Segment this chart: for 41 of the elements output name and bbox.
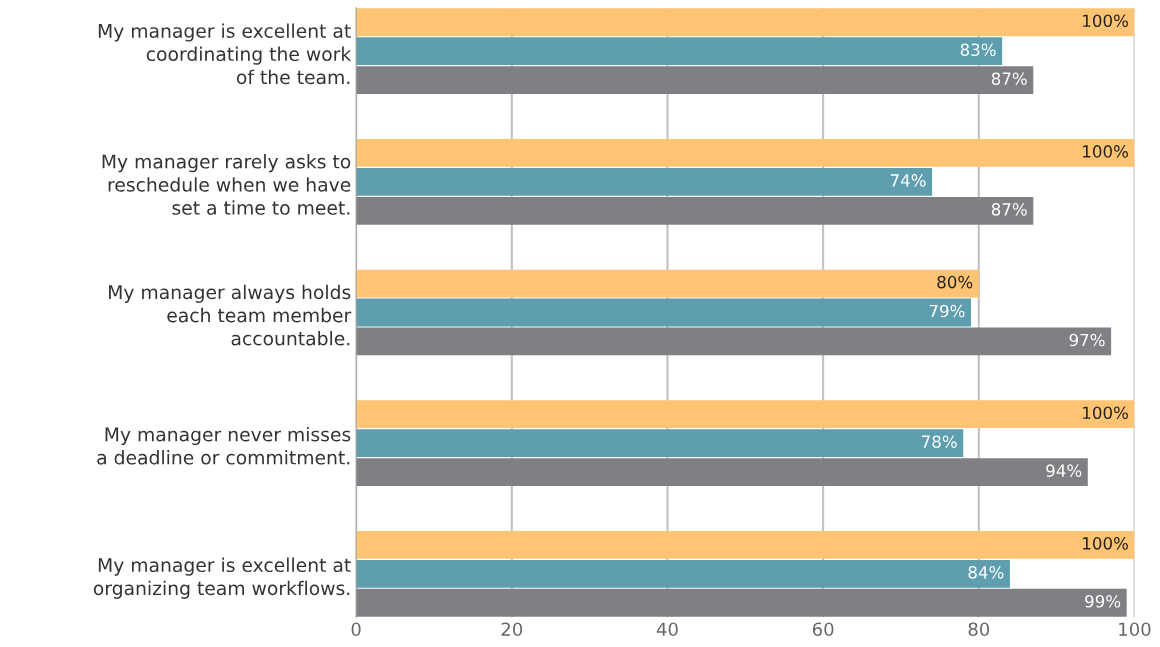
bar xyxy=(356,559,1010,588)
data-label: 87% xyxy=(991,203,1027,216)
bar xyxy=(356,429,964,458)
bar xyxy=(356,66,1034,95)
data-label: 78% xyxy=(922,435,957,448)
data-label: 79% xyxy=(929,304,965,318)
data-label: 87% xyxy=(991,72,1027,85)
bar xyxy=(356,269,979,298)
data-label: 74% xyxy=(890,174,926,187)
bar xyxy=(356,8,1135,37)
y-tick-label: My manager is excellent at organizing team workflows. xyxy=(93,557,351,599)
x-tick-label: 60 xyxy=(812,622,834,637)
data-label: 84% xyxy=(968,566,1004,579)
data-label: 100% xyxy=(1083,406,1128,420)
bar xyxy=(356,588,1127,617)
bar xyxy=(356,298,972,327)
x-tick-label: 0 xyxy=(351,622,361,637)
x-tick-label: 100 xyxy=(1119,622,1151,637)
data-label: 97% xyxy=(1069,333,1105,347)
data-label: 94% xyxy=(1046,464,1082,477)
data-label: 100% xyxy=(1083,145,1128,158)
bar xyxy=(356,196,1034,225)
y-tick-label: My manager always holds each team member accountable. xyxy=(109,284,352,346)
x-tick-label: 20 xyxy=(501,622,523,637)
data-label: 83% xyxy=(960,43,996,57)
bar xyxy=(356,400,1135,429)
bar xyxy=(356,327,1112,356)
y-tick-label: My manager never misses a deadline or commitment. xyxy=(97,426,351,465)
x-tick-label: 80 xyxy=(968,622,990,637)
bar xyxy=(356,167,933,196)
data-label: 100% xyxy=(1083,537,1128,550)
y-tick-label: My manager is excellent at coordinating the work of the team. xyxy=(98,23,352,85)
bar xyxy=(356,37,1003,66)
data-label: 80% xyxy=(937,275,973,289)
data-label: 99% xyxy=(1085,594,1121,608)
bar xyxy=(356,458,1088,487)
data-label: 100% xyxy=(1083,14,1128,28)
y-tick-label: My manager rarely asks to reschedule when we have set a time to meet. xyxy=(102,154,351,215)
bar xyxy=(356,138,1135,167)
bar xyxy=(356,530,1135,559)
x-tick-label: 40 xyxy=(656,622,678,637)
